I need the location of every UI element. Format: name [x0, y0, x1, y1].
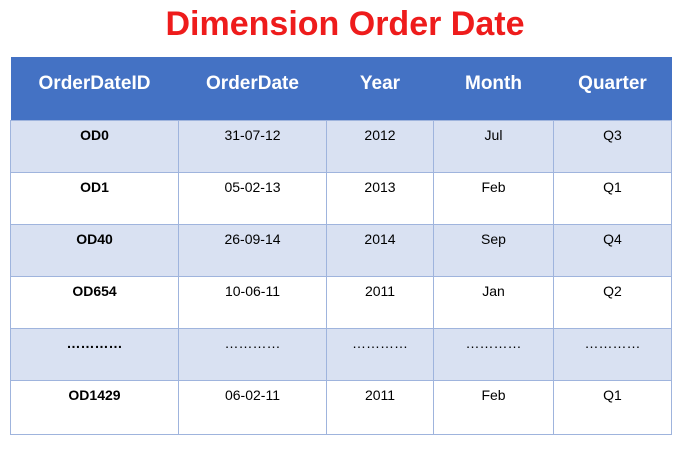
cell-year: 2013	[326, 172, 434, 225]
cell-year: 2014	[326, 224, 434, 277]
cell-month: Jan	[433, 276, 554, 329]
column-header-quarter: Quarter	[553, 57, 672, 121]
table-row: OD1429 06-02-11 2011 Feb Q1	[10, 380, 672, 435]
cell-orderdateid: OD654	[10, 276, 179, 329]
cell-quarter: Q1	[553, 380, 672, 435]
table-row-ellipsis: ………… ………… ………… ………… …………	[10, 328, 672, 381]
cell-orderdateid: OD40	[10, 224, 179, 277]
cell-month: …………	[433, 328, 554, 381]
cell-orderdateid: OD1429	[10, 380, 179, 435]
cell-month: Feb	[433, 380, 554, 435]
cell-year: …………	[326, 328, 434, 381]
table-row: OD40 26-09-14 2014 Sep Q4	[10, 224, 672, 277]
cell-orderdate: 31-07-12	[178, 120, 327, 173]
table-row: OD654 10-06-11 2011 Jan Q2	[10, 276, 672, 329]
cell-year: 2012	[326, 120, 434, 173]
column-header-orderdateid: OrderDateID	[10, 57, 179, 121]
cell-quarter: …………	[553, 328, 672, 381]
column-header-year: Year	[326, 57, 434, 121]
cell-month: Sep	[433, 224, 554, 277]
cell-quarter: Q3	[553, 120, 672, 173]
column-header-month: Month	[433, 57, 554, 121]
cell-orderdate: 10-06-11	[178, 276, 327, 329]
dimension-table: OrderDateID OrderDate Year Month Quarter…	[10, 57, 672, 435]
column-header-orderdate: OrderDate	[178, 57, 327, 121]
cell-year: 2011	[326, 276, 434, 329]
cell-quarter: Q4	[553, 224, 672, 277]
cell-month: Feb	[433, 172, 554, 225]
table-row: OD1 05-02-13 2013 Feb Q1	[10, 172, 672, 225]
table-header-row: OrderDateID OrderDate Year Month Quarter	[10, 57, 672, 121]
cell-orderdateid: …………	[10, 328, 179, 381]
cell-orderdate: 26-09-14	[178, 224, 327, 277]
cell-orderdate: 05-02-13	[178, 172, 327, 225]
cell-year: 2011	[326, 380, 434, 435]
cell-orderdateid: OD1	[10, 172, 179, 225]
page-title: Dimension Order Date	[165, 5, 525, 43]
table-row: OD0 31-07-12 2012 Jul Q3	[10, 120, 672, 173]
cell-orderdateid: OD0	[10, 120, 179, 173]
cell-orderdate: 06-02-11	[178, 380, 327, 435]
cell-quarter: Q1	[553, 172, 672, 225]
cell-month: Jul	[433, 120, 554, 173]
cell-quarter: Q2	[553, 276, 672, 329]
cell-orderdate: …………	[178, 328, 327, 381]
